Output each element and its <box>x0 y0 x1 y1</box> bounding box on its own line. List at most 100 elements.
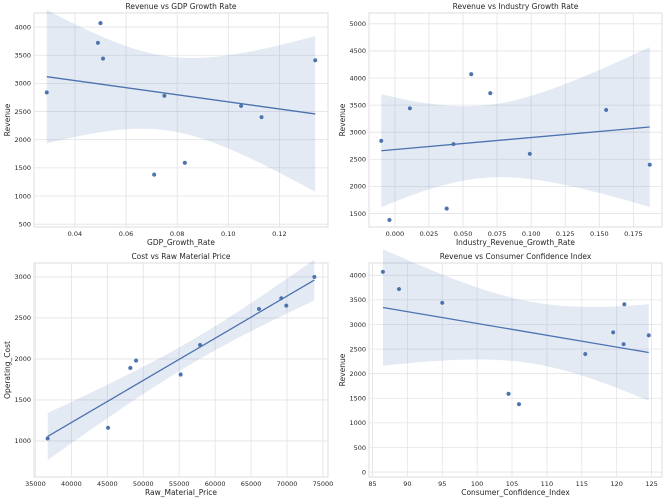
data-point <box>256 306 262 312</box>
plot-area <box>33 12 329 228</box>
regression-line <box>47 279 315 438</box>
data-point <box>283 303 289 308</box>
subplot-4: 85 90 95 100 105 110 115 120 125 0 500 1000 1500 2000… <box>338 249 663 497</box>
data-point <box>44 90 50 95</box>
y-tick-label: 1000 <box>349 419 366 427</box>
confidence-band <box>46 10 316 192</box>
data-point <box>407 106 413 111</box>
y-tick-label: 2000 <box>14 355 31 363</box>
x-tick-label: 45000 <box>97 480 118 488</box>
x-axis-label: Raw_Material_Price <box>145 488 217 497</box>
data-point <box>182 160 188 166</box>
y-tick-label: 4000 <box>349 272 366 280</box>
data-point <box>312 57 318 63</box>
x-tick-label: 85 <box>368 480 376 488</box>
x-tick-label: 105 <box>506 480 518 488</box>
data-point <box>396 286 402 292</box>
confidence-band <box>383 249 649 401</box>
subplot-3: 35000 40000 45000 50000 55000 60000 65000 70000… <box>3 252 333 497</box>
x-tick-label: 50000 <box>133 480 154 488</box>
chart-title: Revenue vs GDP Growth Rate <box>126 2 237 11</box>
x-tick-label: 70000 <box>277 480 298 488</box>
data-point <box>444 206 450 211</box>
data-point <box>45 436 51 441</box>
y-tick-label: 1000 <box>14 192 31 200</box>
subplot-2: 0.000 0.025 0.050 0.075 0.100 0.125 0.150 0.175… <box>338 2 663 247</box>
x-tick-label: 0.050 <box>454 230 473 238</box>
y-tick-label: 5000 <box>349 20 366 28</box>
y-tick-label: 1500 <box>349 210 366 218</box>
data-point <box>516 401 522 407</box>
y-axis-label: Operating_Cost <box>3 341 12 399</box>
y-tick-label: 1500 <box>14 164 31 172</box>
x-tick-label: 0.000 <box>386 230 405 238</box>
x-tick-label: 100 <box>471 480 483 488</box>
x-tick-label: 90 <box>403 480 411 488</box>
x-axis-label: GDP_Growth_Rate <box>147 238 215 247</box>
confidence-band <box>47 259 315 460</box>
x-axis-label: Industry_Revenue_Growth_Rate <box>456 238 575 247</box>
y-tick-label: 2000 <box>349 183 366 191</box>
y-tick-label: 3500 <box>349 101 366 109</box>
data-point <box>162 93 167 99</box>
y-tick-label: 2500 <box>349 345 366 353</box>
plot-area <box>368 12 663 228</box>
x-tick-label: 0.025 <box>420 230 439 238</box>
y-tick-label: 3000 <box>349 321 366 329</box>
x-tick-label: 65000 <box>241 480 262 488</box>
x-tick-label: 55000 <box>169 480 190 488</box>
x-tick-label: 75000 <box>313 480 334 488</box>
chart-title: Revenue vs Industry Growth Rate <box>453 2 579 11</box>
x-tick-label: 0.100 <box>522 230 541 238</box>
x-tick-label: 40000 <box>61 480 82 488</box>
plot-area <box>368 262 663 478</box>
data-point <box>133 358 139 363</box>
y-tick-label: 1500 <box>14 396 31 404</box>
x-tick-label: 0.08 <box>170 230 184 238</box>
y-tick-label: 2500 <box>14 314 31 322</box>
y-tick-label: 3500 <box>14 52 31 60</box>
x-tick-label: 60000 <box>205 480 226 488</box>
x-tick-label: 0.075 <box>488 230 507 238</box>
x-tick-label: 95 <box>438 480 446 488</box>
regression-line <box>382 306 649 354</box>
regression-line <box>46 76 316 115</box>
y-tick-label: 2000 <box>349 370 366 378</box>
confidence-band <box>381 47 650 208</box>
x-tick-label: 0.175 <box>624 230 643 238</box>
data-point <box>647 162 653 168</box>
data-point <box>311 274 317 280</box>
data-point <box>621 301 627 307</box>
data-point <box>100 56 106 61</box>
y-tick-label: 1000 <box>14 437 31 445</box>
y-tick-label: 500 <box>354 444 366 452</box>
data-point <box>610 330 616 335</box>
y-tick-label: 2500 <box>349 156 366 164</box>
y-tick-label: 3000 <box>14 273 31 281</box>
data-point <box>621 341 626 347</box>
chart-title: Revenue vs Consumer Confidence Index <box>440 252 592 261</box>
x-tick-label: 110 <box>541 480 553 488</box>
y-tick-label: 3000 <box>349 128 366 136</box>
y-tick-label: 500 <box>19 220 31 228</box>
x-tick-label: 0.06 <box>119 230 133 238</box>
regression-line <box>381 126 650 152</box>
y-axis-label: Revenue <box>338 103 347 136</box>
y-tick-label: 4000 <box>349 74 366 82</box>
x-tick-label: 125 <box>645 480 657 488</box>
data-point <box>603 107 609 113</box>
data-point <box>95 40 101 46</box>
data-point <box>468 71 474 77</box>
y-tick-label: 1500 <box>349 395 366 403</box>
chart-title: Cost vs Raw Material Price <box>131 252 230 261</box>
x-tick-label: 0.150 <box>590 230 609 238</box>
y-axis-label: Revenue <box>3 103 12 136</box>
subplot-1: 0.04 0.06 0.08 0.10 0.12 500 1000 1500 2000 2500 3… <box>3 2 329 247</box>
x-tick-label: 115 <box>576 480 588 488</box>
y-tick-label: 4500 <box>349 47 366 55</box>
data-point <box>378 138 384 144</box>
data-point <box>98 20 103 26</box>
x-tick-label: 0.125 <box>556 230 575 238</box>
y-tick-label: 3500 <box>349 296 366 304</box>
